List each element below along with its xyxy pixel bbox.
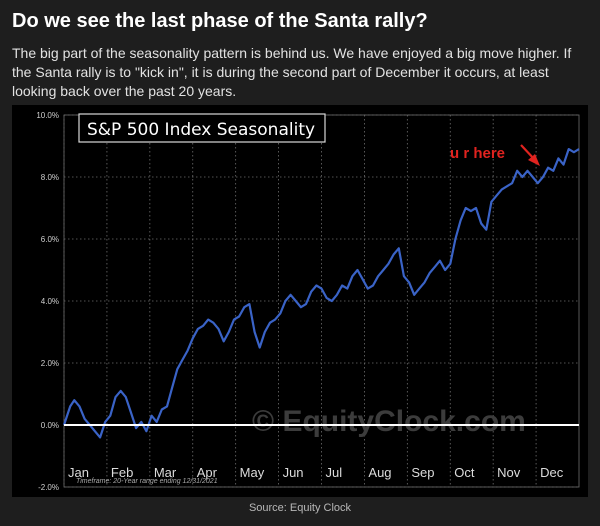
headline: Do we see the last phase of the Santa ra… <box>12 10 428 32</box>
month-label: Feb <box>111 465 133 480</box>
watermark: © EquityClock.com <box>252 405 526 438</box>
y-tick-label: 2.0% <box>41 359 59 368</box>
month-label: Dec <box>540 465 564 480</box>
y-tick-label: 0.0% <box>41 421 59 430</box>
month-label: Sep <box>411 465 434 480</box>
x-axis-months: Jan Feb Mar Apr May Jun Jul Aug Sep Oct Nov Dec <box>68 465 564 480</box>
annotation-arrowhead <box>528 154 540 166</box>
month-label: Jul <box>326 465 343 480</box>
seasonality-chart: 10.0% 8.0% 6.0% 4.0% 2.0% 0.0% -2.0% Jan Feb Mar… <box>36 111 580 492</box>
month-label: Oct <box>454 465 475 480</box>
grid <box>63 114 580 488</box>
month-label: Nov <box>497 465 521 480</box>
footnote: Timeframe: 20-Year range ending 12/31/20… <box>76 478 218 485</box>
month-label: Apr <box>197 465 218 480</box>
chart-title: S&P 500 Index Seasonality <box>87 120 315 140</box>
y-tick-label: 8.0% <box>41 173 59 182</box>
description: The big part of the seasonality pattern … <box>12 45 572 99</box>
month-label: Jan <box>68 465 89 480</box>
y-tick-label: 10.0% <box>36 111 59 120</box>
y-tick-label: 4.0% <box>41 297 59 306</box>
chart-frame: 10.0% 8.0% 6.0% 4.0% 2.0% 0.0% -2.0% Jan Feb Mar… <box>12 105 588 497</box>
month-label: Mar <box>154 465 177 480</box>
y-tick-label: -2.0% <box>38 483 59 492</box>
chart-title-box <box>78 113 326 143</box>
y-axis-ticks: 10.0% 8.0% 6.0% 4.0% 2.0% 0.0% -2.0% <box>36 111 59 492</box>
month-label: Aug <box>368 465 391 480</box>
source-caption: Source: Equity Clock <box>248 502 352 514</box>
month-label: Jun <box>283 465 304 480</box>
series-line <box>62 148 580 439</box>
annotation: u r here <box>450 144 540 166</box>
annotation-label: u r here <box>450 145 505 162</box>
month-label: May <box>240 465 265 480</box>
y-tick-label: 6.0% <box>41 235 59 244</box>
